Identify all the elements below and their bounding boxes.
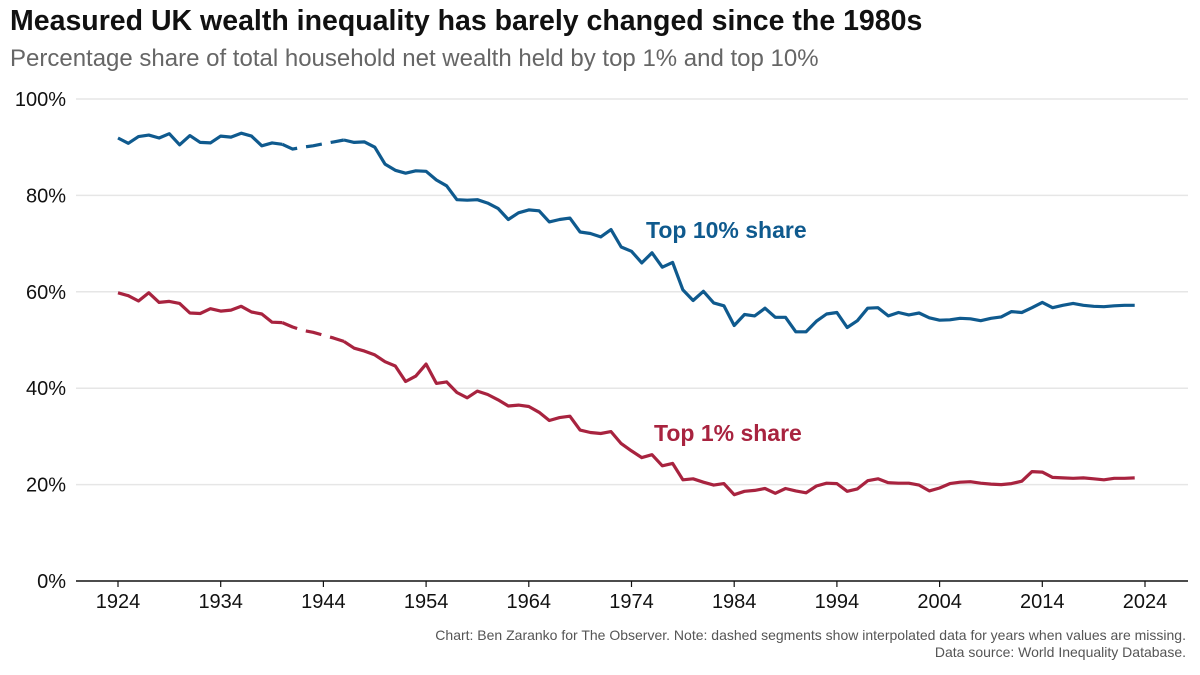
y-axis-ticks: 0% 20% 40% 60% 80% 100% (15, 89, 66, 593)
x-tick-label: 1974 (609, 591, 654, 613)
y-tick-label: 0% (37, 571, 66, 593)
x-tick-label: 1934 (198, 591, 243, 613)
chart-footer: Chart: Ben Zaranko for The Observer. Not… (435, 627, 1186, 661)
series-lines (117, 131, 1135, 497)
top1-line-dashed-interpolated (281, 321, 345, 343)
y-tick-label: 40% (26, 378, 66, 400)
y-tick-label: 20% (26, 475, 66, 497)
top1-line-solid-early (117, 291, 283, 325)
x-tick-label: 1954 (404, 591, 449, 613)
x-axis: 1924 1934 1944 1954 1964 1974 1984 1994 2004 2014… (76, 580, 1188, 613)
x-tick-label: 1944 (301, 591, 346, 613)
top10-line-solid-early (117, 131, 283, 148)
x-tick-label: 2014 (1020, 591, 1065, 613)
chart-subtitle: Percentage share of total household net … (10, 45, 819, 72)
x-tick-label: 1984 (712, 591, 757, 613)
x-tick-label: 2004 (917, 591, 962, 613)
footer-note: Chart: Ben Zaranko for The Observer. Not… (435, 627, 1186, 643)
y-tick-label: 60% (26, 282, 66, 304)
chart-title: Measured UK wealth inequality has barely… (10, 5, 923, 37)
top10-line-dashed-interpolated (281, 138, 345, 151)
top10-line-solid-late (343, 138, 1135, 334)
top10-series-label: Top 10% share (646, 217, 807, 243)
y-tick-label: 100% (15, 89, 66, 111)
gridlines (76, 98, 1188, 486)
footer-source: Data source: World Inequality Database. (934, 644, 1186, 660)
x-tick-label: 1994 (815, 591, 860, 613)
x-tick-label: 2024 (1123, 591, 1168, 613)
y-tick-label: 80% (26, 185, 66, 207)
x-tick-label: 1924 (96, 591, 141, 613)
x-tick-label: 1964 (507, 591, 552, 613)
top1-series-label: Top 1% share (654, 420, 802, 446)
top1-line-solid-late (343, 340, 1135, 497)
